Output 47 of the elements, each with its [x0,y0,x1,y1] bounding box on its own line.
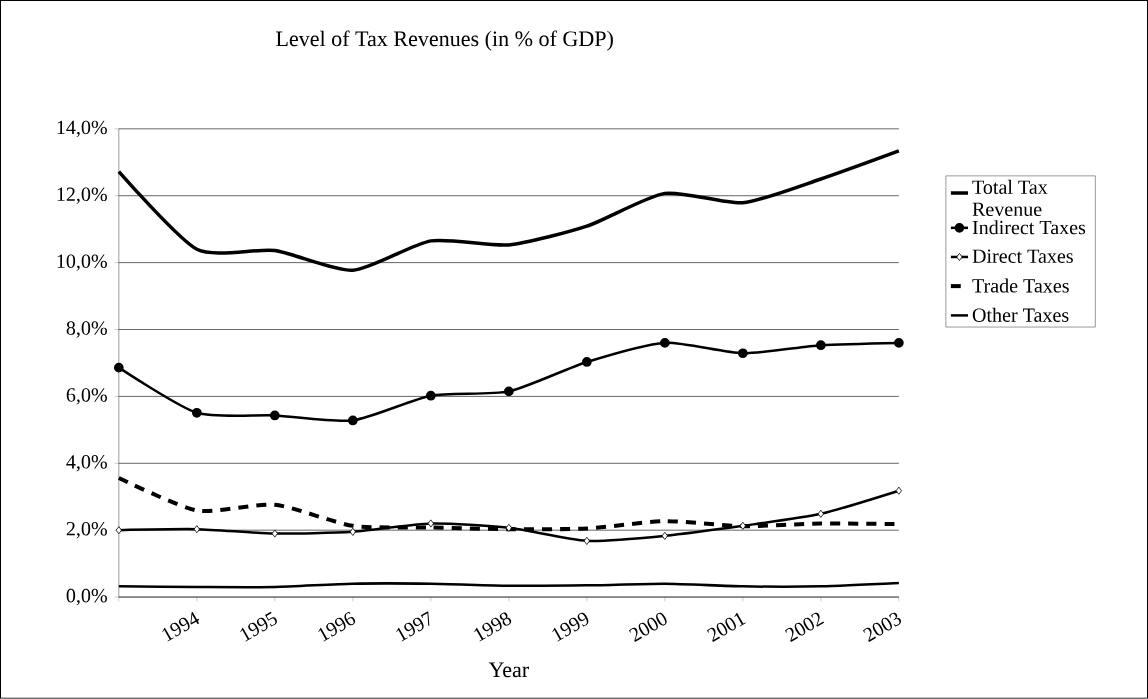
point [115,526,122,535]
point [815,340,826,351]
point [817,509,824,518]
point [893,338,904,348]
chart-title: Level of Tax Revenues (in % of GDP) [276,30,613,51]
point [895,486,902,495]
point [193,525,200,534]
point [427,519,434,528]
y-tick-label: 6,0% [66,388,107,405]
x-tick-label: 1998 [474,612,512,642]
x-axis-title: Year [488,662,529,678]
x-tick-label: 2003 [863,612,902,642]
point [347,415,358,426]
point [505,523,512,532]
point [583,536,590,545]
point [503,386,514,397]
y-tick-label: 2,0% [66,522,107,539]
legend-label: Direct Taxes [972,249,1073,264]
point [113,362,124,373]
legend-label: Trade Taxes [972,278,1069,293]
legend-label: Other Taxes [972,307,1069,322]
point [661,531,668,540]
x-tick-label: 2002 [785,612,825,642]
point [191,407,202,418]
point [659,338,670,348]
x-tick-label: 1994 [162,611,200,642]
point [349,527,356,536]
point [271,529,278,538]
x-tick-label: 1996 [318,611,356,642]
x-tick-label: 1999 [552,612,589,642]
legend-label: Total Tax Revenue [972,179,1048,217]
x-tick-label: 1995 [240,611,277,642]
y-tick-label: 0,0% [66,588,107,606]
point [425,390,436,401]
y-tick-label: 10,0% [57,254,107,271]
y-tick-label: 8,0% [66,321,107,338]
y-tick-label: 14,0% [57,120,107,138]
x-tick-label: 2000 [628,612,667,642]
point [739,521,746,530]
x-tick-label: 2001 [707,612,746,642]
x-tick-label: 1997 [396,611,430,642]
y-tick-label: 12,0% [57,187,107,205]
point [269,410,280,421]
point [737,348,748,359]
legend-label: Indirect Taxes [972,220,1086,235]
point [581,357,592,367]
y-tick-label: 4,0% [66,455,107,472]
